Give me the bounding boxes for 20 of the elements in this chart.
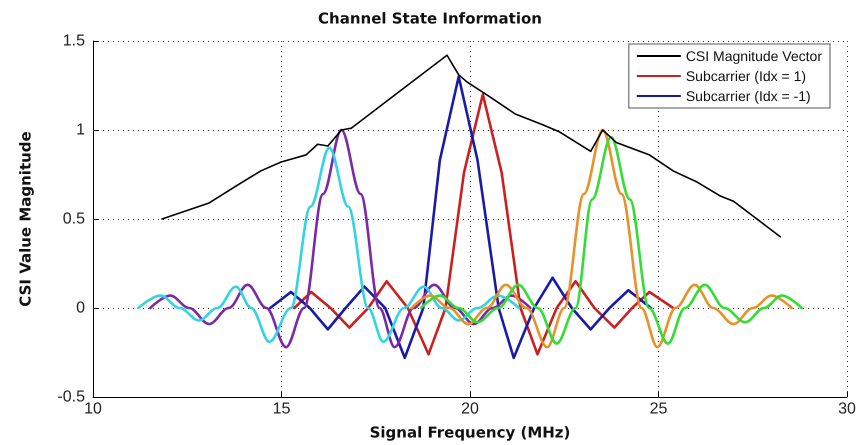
line-series	[149, 128, 532, 348]
x-tick-label: 25	[650, 400, 668, 418]
x-tick-label: 10	[84, 400, 102, 418]
y-tick-label: 0	[76, 300, 86, 316]
x-tick-label: 20	[461, 400, 479, 418]
y-tick-label: 0.5	[62, 210, 86, 228]
y-tick-label: 1	[76, 122, 86, 138]
line-series	[136, 146, 520, 344]
y-tick-label: -0.5	[57, 388, 86, 406]
x-tick-label: 15	[272, 400, 290, 418]
y-axis-title: CSI Value Magnitude	[16, 131, 34, 307]
legend-label: Subcarrier (Idx = -1)	[686, 88, 811, 104]
x-tick-label: 30	[838, 400, 856, 418]
x-axis-title: Signal Frequency (MHz)	[370, 424, 570, 442]
legend-label: CSI Magnitude Vector	[686, 48, 822, 64]
line-series	[268, 75, 652, 360]
legend-label: Subcarrier (Idx = 1)	[686, 68, 806, 84]
chart-title: Channel State Information	[318, 10, 542, 28]
line-series	[293, 93, 675, 356]
y-tick-label: 1.5	[62, 32, 86, 50]
